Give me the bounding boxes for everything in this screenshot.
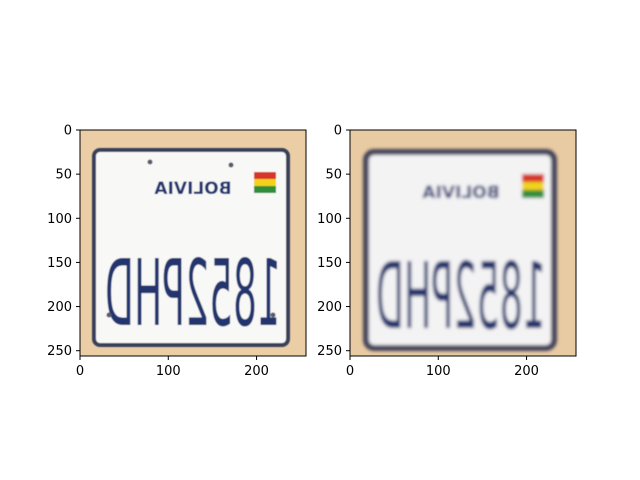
y-tick-label: 200 [317,300,342,315]
y-tick-label: 150 [317,256,342,271]
plate-country-text: BOLIVIA [154,179,232,199]
plate-body [363,149,557,351]
x-tick-label: 0 [76,364,84,379]
y-tick-label: 150 [47,256,72,271]
y-tick-label: 100 [317,212,342,227]
x-tick-label: 100 [156,364,181,379]
plate-number-text: 1852PHD [105,240,281,347]
axis-ticks-left: 0 100 200 0 50 100 150 200 250 [47,124,269,380]
flag-icon [522,174,544,182]
plate-country-text: BOLIVIA [422,183,500,203]
y-tick-label: 200 [47,300,72,315]
plate-image-left: BOLIVIA 1852PHD [80,130,306,356]
y-tick-label: 50 [325,168,342,183]
y-tick-label: 250 [317,344,342,359]
image-panel-left: BOLIVIA 1852PHD 0 100 200 0 50 100 150 200 250 [47,124,307,380]
image-panel-right: BOLIVIA 1852PHD 0 100 200 0 50 100 150 200 250 [317,124,577,380]
x-tick-label: 100 [426,364,451,379]
plate-body [92,148,290,347]
y-tick-label: 50 [55,168,72,183]
plate-image-right: BOLIVIA 1852PHD [350,130,576,356]
x-tick-label: 200 [514,364,539,379]
x-tick-label: 200 [244,364,269,379]
plate-number-text: 1852PHD [376,243,546,350]
y-tick-label: 0 [334,124,342,139]
y-tick-label: 0 [64,124,72,139]
axis-ticks-right: 0 100 200 0 50 100 150 200 250 [317,124,539,380]
y-tick-label: 100 [47,212,72,227]
x-tick-label: 0 [346,364,354,379]
y-tick-label: 250 [47,344,72,359]
flag-icon [254,172,276,179]
